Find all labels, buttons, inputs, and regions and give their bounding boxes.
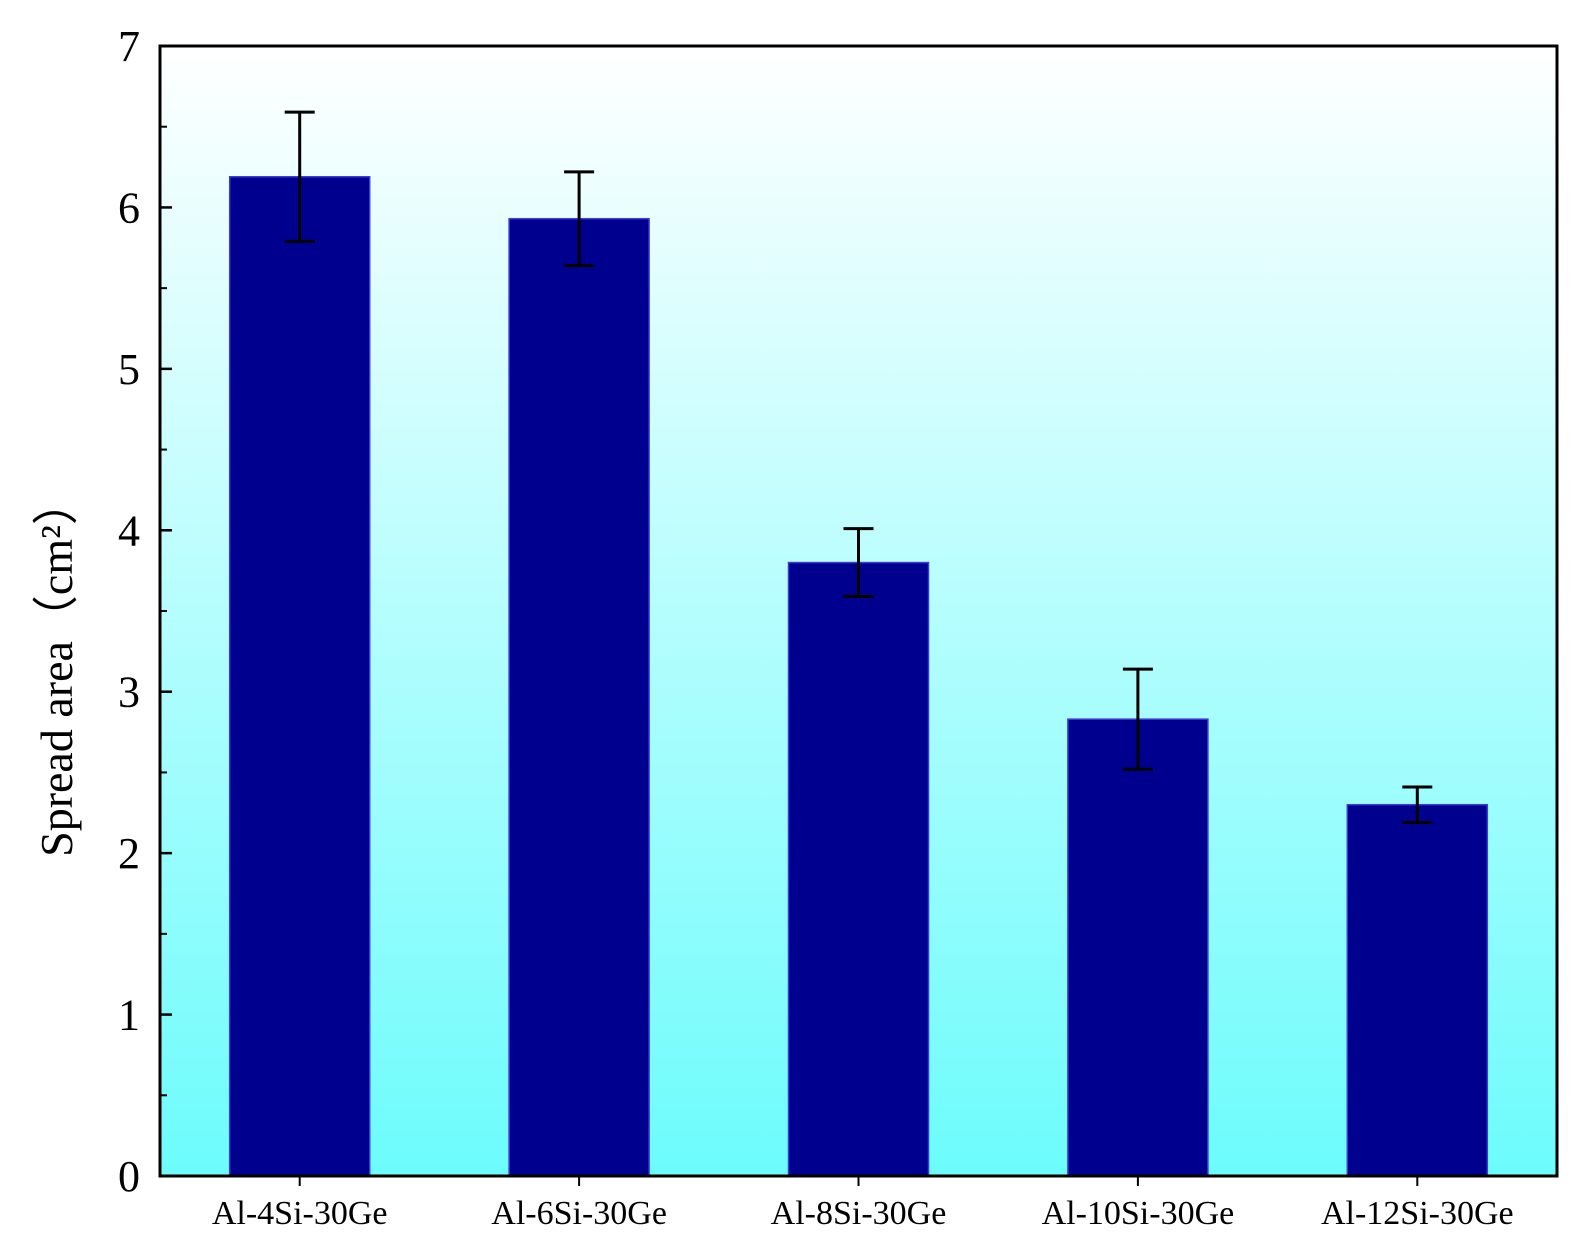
y-tick-label: 0 xyxy=(118,1152,140,1201)
bar xyxy=(508,217,650,1177)
x-tick-label: Al-12Si-30Ge xyxy=(1321,1195,1514,1232)
y-tick-label: 3 xyxy=(118,668,140,717)
x-axis: Al-4Si-30Ge Al-6Si-30Ge Al-8Si-30Ge Al-10Si… xyxy=(212,1176,1514,1232)
x-tick-label: Al-6Si-30Ge xyxy=(491,1195,667,1232)
bar xyxy=(1346,803,1489,1177)
bar xyxy=(228,176,371,1177)
y-axis-title: Spread area（cm²） xyxy=(31,479,82,857)
x-tick-label: Al-4Si-30Ge xyxy=(212,1195,388,1232)
y-tick-label: 2 xyxy=(118,829,140,878)
y-axis: 0 1 2 3 4 5 6 7 xyxy=(118,22,172,1201)
x-tick-label: Al-8Si-30Ge xyxy=(771,1195,947,1232)
bars-layer xyxy=(228,176,1489,1177)
error-bars-layer xyxy=(284,110,1433,824)
bar xyxy=(1067,718,1209,1177)
y-tick-label: 5 xyxy=(118,345,140,394)
y-tick-label: 6 xyxy=(118,183,140,232)
y-tick-label: 1 xyxy=(118,991,140,1040)
y-tick-label: 4 xyxy=(118,506,140,555)
x-tick-label: Al-10Si-30Ge xyxy=(1042,1195,1235,1232)
y-tick-label: 7 xyxy=(118,22,140,71)
bar xyxy=(787,561,930,1177)
